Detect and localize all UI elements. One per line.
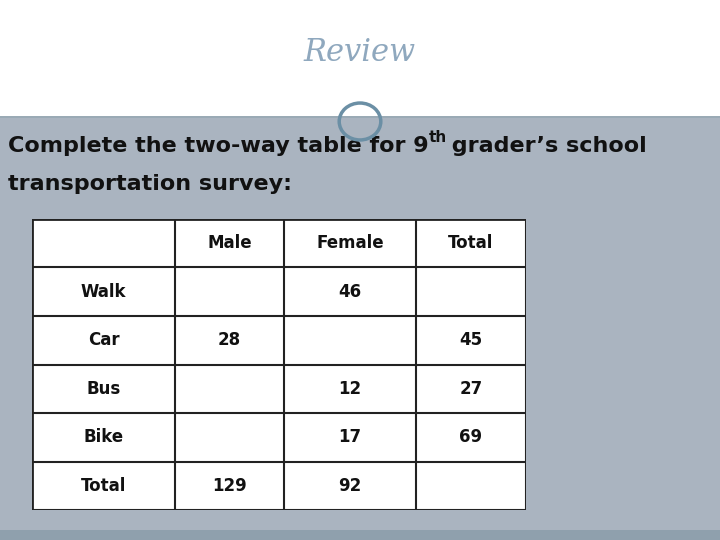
Text: transportation survey:: transportation survey: [8,174,292,194]
Text: 27: 27 [459,380,482,398]
Text: Car: Car [88,331,120,349]
Text: Total: Total [81,477,126,495]
Text: Complete the two-way table for 9: Complete the two-way table for 9 [8,136,428,156]
Text: 17: 17 [338,428,362,447]
Text: th: th [428,130,447,145]
Text: Bus: Bus [86,380,121,398]
Text: 129: 129 [212,477,247,495]
Text: Review: Review [304,37,416,68]
Text: Complete the two-way table for 9th: Complete the two-way table for 9th [8,136,455,156]
Text: Total: Total [448,234,493,252]
Text: 12: 12 [338,380,362,398]
Text: 92: 92 [338,477,362,495]
Text: grader’s school: grader’s school [444,136,647,156]
FancyBboxPatch shape [32,219,526,510]
Text: Bike: Bike [84,428,124,447]
Text: 69: 69 [459,428,482,447]
Text: Walk: Walk [81,282,127,301]
Text: 46: 46 [338,282,362,301]
Text: Female: Female [316,234,384,252]
Text: Male: Male [207,234,252,252]
Text: 28: 28 [218,331,241,349]
Text: 45: 45 [459,331,482,349]
Text: th: th [428,130,444,145]
